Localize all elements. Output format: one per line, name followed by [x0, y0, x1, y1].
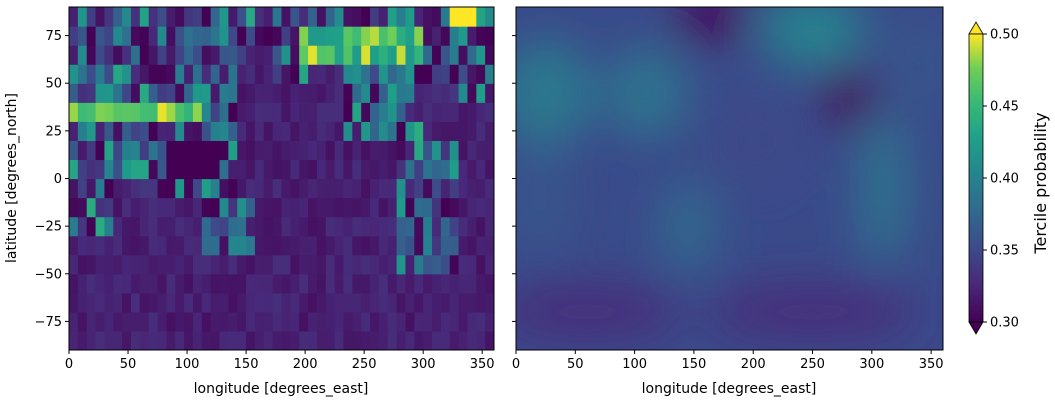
x-tick-label: 250 [352, 357, 377, 372]
colorbar-gradient [968, 33, 984, 323]
colorbar-tick-label: 0.50 [990, 28, 1019, 43]
y-tick-label: −75 [35, 315, 62, 330]
x-tick-label: 0 [512, 357, 520, 372]
x-tick-label: 350 [470, 357, 495, 372]
x-tick-label: 50 [120, 357, 137, 372]
colorbar-tick-label: 0.30 [990, 316, 1019, 331]
colorbar-extend-bottom [968, 321, 984, 335]
right-x-axis-ticks: 0 50 100 150 200 250 300 350 [512, 350, 944, 372]
y-tick-label: −50 [35, 267, 62, 282]
right-x-axis-label: longitude [degrees_east] [642, 381, 817, 397]
y-tick-label: 50 [45, 77, 62, 92]
colorbar-ticks: 0.50 0.45 0.40 0.35 0.30 [983, 28, 1019, 331]
x-tick-label: 100 [175, 357, 200, 372]
x-tick-label: 300 [859, 357, 884, 372]
colorbar-tick-label: 0.40 [990, 172, 1019, 187]
x-tick-label: 250 [800, 357, 825, 372]
x-tick-label: 300 [411, 357, 436, 372]
right-heatmap-field [516, 7, 943, 350]
colorbar-tick-label: 0.45 [990, 100, 1019, 115]
x-tick-label: 350 [919, 357, 944, 372]
x-tick-label: 50 [567, 357, 584, 372]
x-tick-label: 150 [234, 357, 259, 372]
y-tick-label: 25 [45, 124, 62, 139]
y-tick-label: 75 [45, 29, 62, 44]
x-tick-label: 0 [65, 357, 73, 372]
right-y-axis-ticks [512, 35, 516, 322]
left-y-axis-label: latitude [degrees_north] [4, 93, 20, 263]
y-tick-label: 0 [54, 172, 62, 187]
colorbar-label: Tercile probability [1031, 112, 1050, 254]
left-heatmap-cells [69, 7, 494, 350]
left-y-axis-ticks: 75 50 25 0 −25 −50 −75 [35, 29, 69, 330]
x-tick-label: 150 [682, 357, 707, 372]
x-tick-label: 100 [622, 357, 647, 372]
left-x-axis-ticks: 0 50 100 150 200 250 300 350 [65, 350, 495, 372]
colorbar-tick-label: 0.35 [990, 244, 1019, 259]
left-x-axis-label: longitude [degrees_east] [194, 381, 369, 397]
y-tick-label: −25 [35, 220, 62, 235]
colorbar-extend-top [968, 21, 984, 35]
x-tick-label: 200 [293, 357, 318, 372]
colorbar: 0.50 0.45 0.40 0.35 0.30 Tercile probability [968, 21, 1050, 335]
x-tick-label: 200 [741, 357, 766, 372]
